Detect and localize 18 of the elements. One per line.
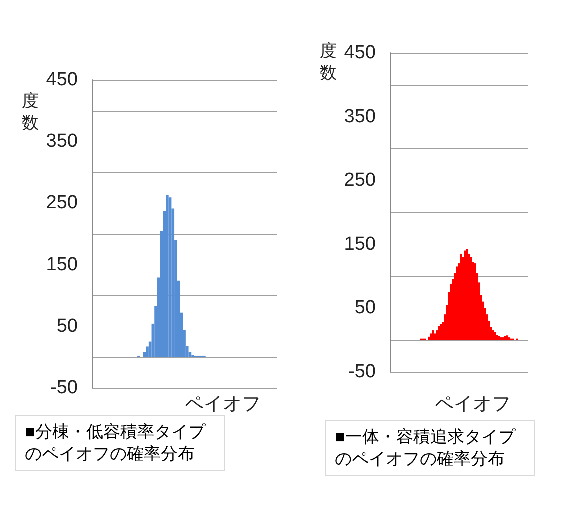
y-tick-label: 50 [354,298,376,319]
y-tick-label: 450 [46,70,78,90]
y-axis-title: 度数 [22,92,39,132]
y-tick-label: -50 [50,378,78,398]
text: ■分棟・低容積率タイプのペイオフの確率分布 [25,422,206,464]
y-axis-title: 度数 [320,42,337,82]
text: ■一体・容積追求タイプのペイオフの確率分布 [335,428,516,468]
y-tick-label: 350 [344,106,376,128]
y-tick-label: 350 [46,131,78,152]
y-tick-label: -50 [348,362,376,382]
y-tick-label: 450 [344,42,376,64]
x-axis-title: ペイオフ [185,394,261,415]
y-tick-label: 150 [344,234,376,255]
y-tick-label: 250 [344,170,376,192]
y-tick-label: 150 [46,254,78,276]
y-tick-label: 50 [56,316,78,337]
y-tick-label: 250 [46,192,78,214]
x-axis-title: ペイオフ [435,394,511,415]
